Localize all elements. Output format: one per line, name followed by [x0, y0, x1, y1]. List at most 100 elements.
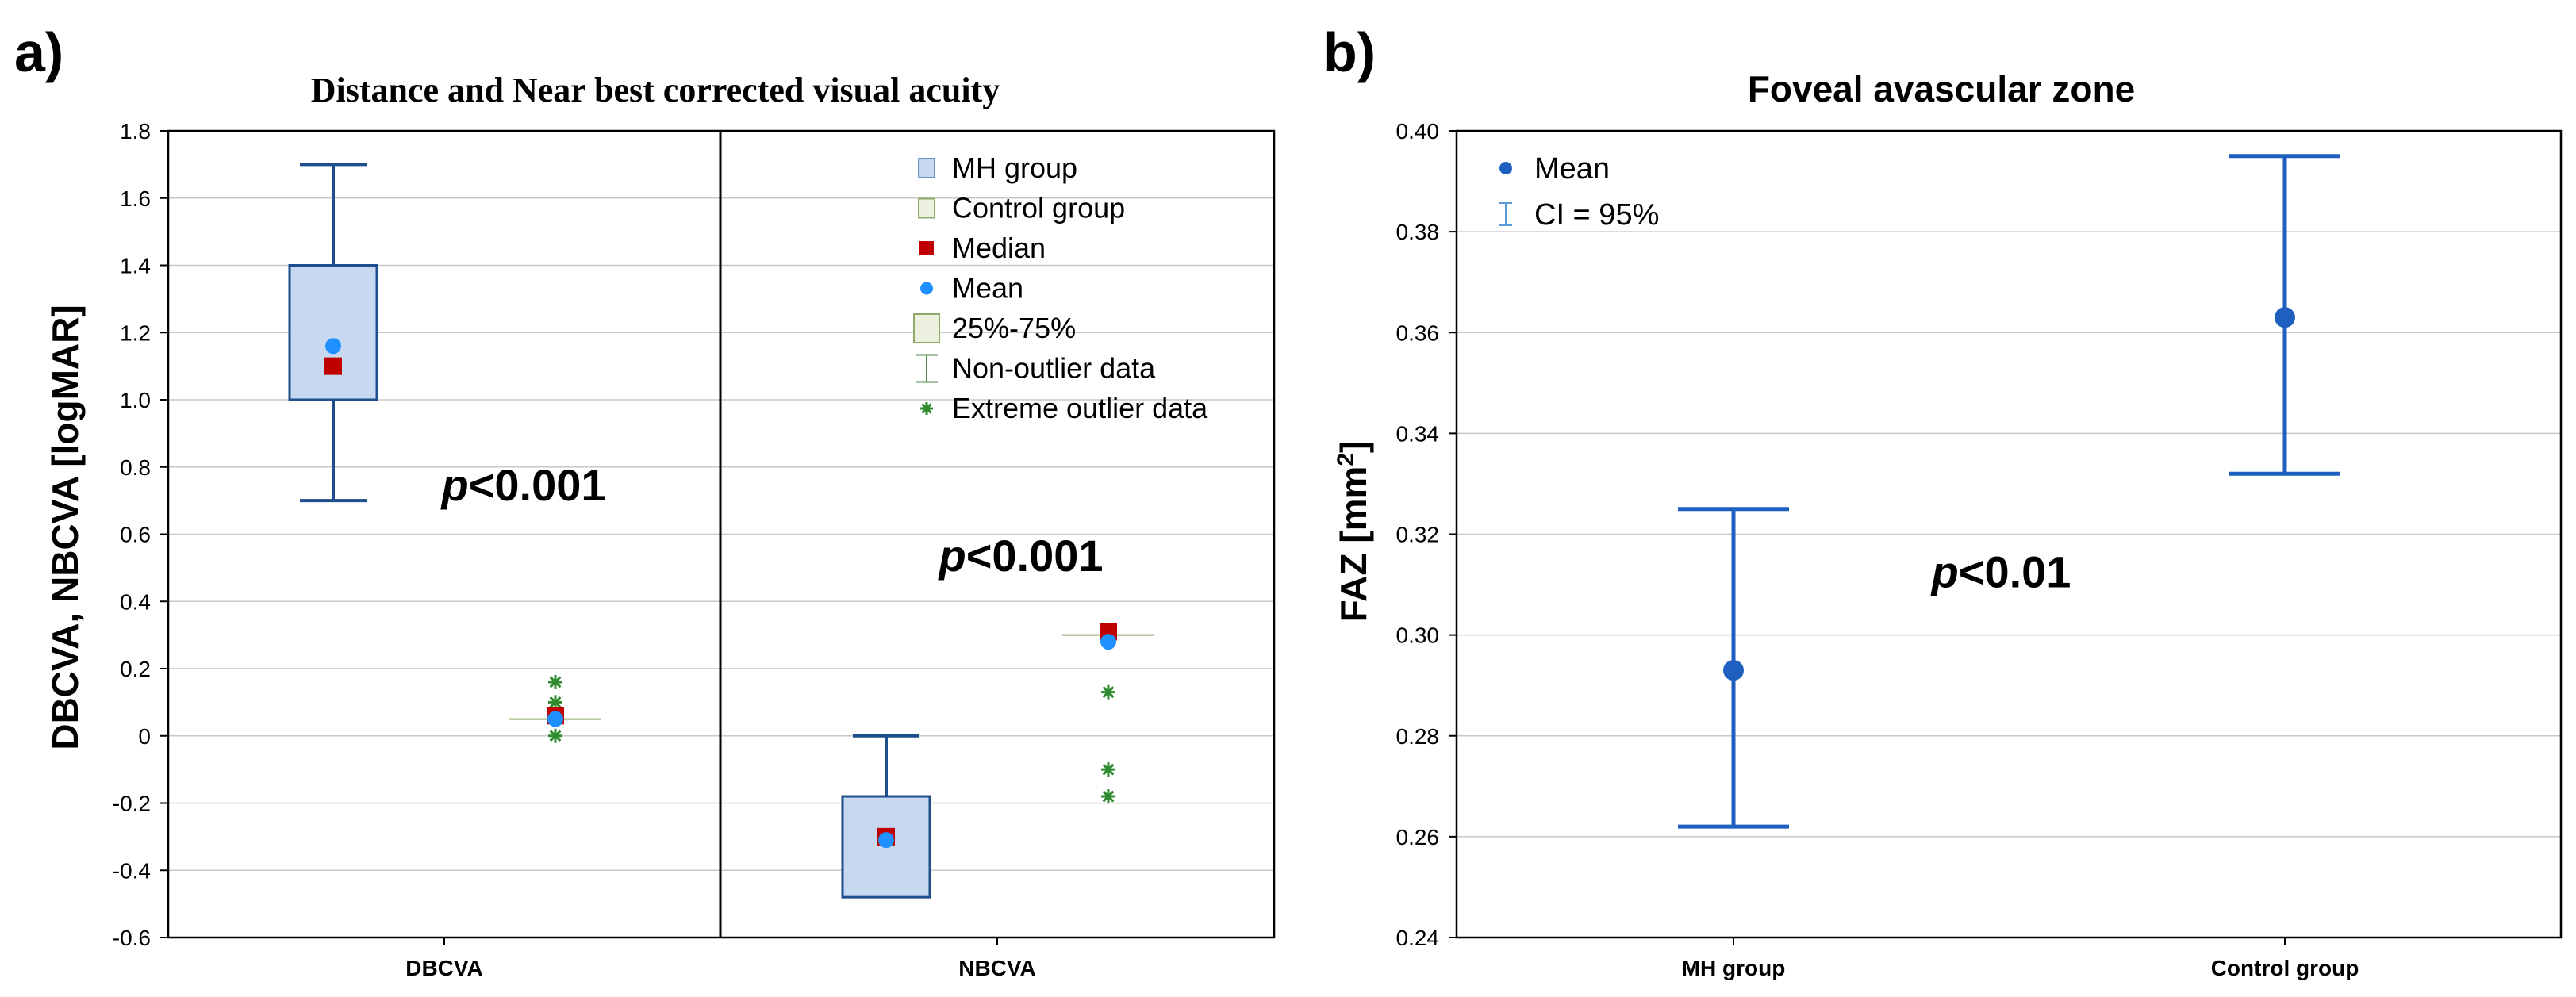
legend-label: Non-outlier data: [952, 352, 1156, 385]
mean-marker: [547, 711, 563, 727]
errorbar-control-group: [2229, 154, 2340, 476]
mean-marker: [325, 338, 341, 355]
extreme-outlier-point: [1101, 684, 1115, 700]
panel-a-marks: [288, 163, 1154, 899]
legend-swatch-mean: [1499, 162, 1512, 174]
legend-label: CI = 95%: [1534, 198, 1659, 232]
y-tick-label: 0.28: [1396, 724, 1440, 749]
legend-entry: Control group: [918, 192, 1125, 224]
p-value-annotation: p<0.01: [1930, 547, 2071, 597]
box-mh-group-dbcva: [288, 163, 378, 503]
extreme-outlier-point-stroke: [549, 730, 562, 742]
panel-b-title: Foveal avascular zone: [1748, 68, 2135, 109]
y-tick-label: -0.6: [113, 926, 151, 950]
y-tick-label: 1.2: [120, 320, 151, 345]
p-value-annotation: p<0.001: [440, 460, 605, 510]
panel-a-x-tick-labels: DBCVA NBCVA: [405, 938, 1036, 980]
y-tick-label: 1.8: [120, 119, 151, 144]
legend-swatch-median: [919, 241, 934, 255]
box-iqr: [288, 264, 378, 401]
mean-marker: [1100, 634, 1116, 650]
extreme-outlier-point: [1101, 762, 1115, 777]
legend-entry: Mean: [1499, 152, 1610, 186]
panel-b-y-ticks: 0.24 0.26 0.28 0.30 0.32 0.34 0.36 0.38 0.40: [1396, 119, 1457, 950]
legend-label: Control group: [952, 192, 1125, 224]
p-value-italic: p: [440, 460, 468, 510]
legend-entry: 25%-75%: [913, 312, 1076, 344]
y-tick-label: 0.8: [120, 455, 151, 480]
legend-swatch-outlier: [920, 402, 933, 415]
extreme-outlier-point-stroke: [549, 676, 562, 688]
legend-swatch-mean: [920, 282, 933, 295]
x-tick-label: NBCVA: [958, 956, 1035, 980]
y-tick-label: 1.0: [120, 388, 151, 412]
legend-swatch-outlier-stroke: [921, 403, 932, 414]
y-tick-label: 1.6: [120, 186, 151, 211]
extreme-outlier-point: [548, 728, 562, 743]
extreme-outlier-point-stroke: [1102, 763, 1115, 776]
y-tick-label: 0.26: [1396, 825, 1440, 849]
legend-label: Extreme outlier data: [952, 392, 1208, 424]
box-control-group-nbcva: [1062, 623, 1154, 804]
panel-b-legend: Mean CI = 95%: [1499, 152, 1659, 232]
x-tick-label: Control group: [2211, 956, 2359, 980]
legend-swatch-control: [918, 197, 935, 219]
panel-b-grid: [1457, 231, 2561, 838]
p-value-text: <0.001: [966, 531, 1104, 581]
legend-swatch-iqr: [913, 313, 940, 343]
box-mh-group-nbcva: [841, 734, 931, 899]
p-value-text: <0.001: [469, 460, 606, 510]
extreme-outlier-point: [548, 695, 562, 710]
p-value-italic: p: [937, 531, 966, 581]
extreme-outlier-point-stroke: [1102, 686, 1115, 699]
y-tick-label: 0.38: [1396, 220, 1440, 244]
panel-b-ylabel: FAZ [mm2]: [1333, 441, 1375, 623]
legend-entry: MH group: [918, 151, 1077, 184]
legend-entry: Median: [919, 232, 1046, 264]
legend-label: 25%-75%: [952, 312, 1076, 344]
y-tick-label: 0.24: [1396, 926, 1440, 950]
extreme-outlier-point: [1101, 789, 1115, 804]
median-marker: [324, 357, 342, 375]
legend-entry: Extreme outlier data: [920, 392, 1208, 424]
extreme-outlier-point: [548, 674, 562, 689]
legend-swatch-mh: [918, 158, 935, 178]
p-value-italic: p: [1930, 547, 1959, 597]
legend-label: MH group: [952, 151, 1077, 184]
legend-entry: Mean: [920, 272, 1023, 305]
panel-a: a) Distance and Near best corrected visu…: [14, 21, 1276, 980]
legend-label: Median: [952, 232, 1046, 264]
mean-marker: [2275, 307, 2295, 328]
panel-b-plot-frame: [1455, 129, 2563, 939]
mean-marker: [878, 832, 894, 849]
panel-a-y-ticks: -0.6 -0.4 -0.2 0 0.2 0.4 0.6 0.8 1.0 1.2 1.4 1.6 1.8: [113, 119, 168, 950]
y-tick-label: 0.6: [120, 523, 151, 547]
extreme-outlier-point-stroke: [1102, 790, 1115, 803]
y-tick-label: 0.4: [120, 589, 151, 614]
p-value-text: <0.01: [1959, 547, 2071, 597]
y-tick-label: 0.36: [1396, 320, 1440, 345]
y-tick-label: -0.4: [113, 858, 151, 883]
legend-entry: CI = 95%: [1499, 198, 1659, 232]
y-tick-label: 0: [138, 724, 151, 749]
y-tick-label: 0.40: [1396, 119, 1440, 144]
errorbar-mh-group: [1678, 507, 1789, 829]
panel-b: b) Foveal avascular zone FAZ [mm2] 0.24 0…: [1323, 21, 2563, 980]
panel-b-x-tick-labels: MH group Control group: [1682, 938, 2359, 980]
x-tick-label: MH group: [1682, 956, 1786, 980]
legend-entry: Non-outlier data: [916, 352, 1156, 385]
panel-a-title: Distance and Near best corrected visual …: [311, 71, 1000, 109]
mean-marker: [1723, 660, 1744, 681]
panel-a-ylabel: DBCVA, NBCVA [logMAR]: [44, 305, 86, 750]
y-tick-label: 1.4: [120, 254, 151, 278]
panel-b-marks: [1678, 154, 2340, 829]
p-value-annotation: p<0.001: [937, 531, 1103, 581]
y-tick-label: 0.2: [120, 657, 151, 681]
y-tick-label: 0.32: [1396, 523, 1440, 547]
extreme-outlier-point-stroke: [549, 696, 562, 708]
legend-label: Mean: [952, 272, 1023, 305]
x-tick-label: DBCVA: [405, 956, 482, 980]
panel-b-letter: b): [1323, 21, 1376, 83]
